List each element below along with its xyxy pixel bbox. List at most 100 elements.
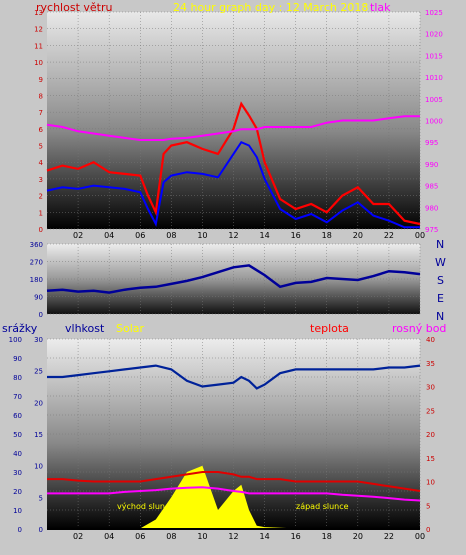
temperature-y-tick: 15 [426,455,435,463]
temperature-axis-label: teplota [310,322,349,335]
solar-axis-label: Solar [116,322,145,335]
compass-e: E [437,292,444,305]
temperature-y-tick: 40 [426,336,435,344]
wind-y-tick: 4 [39,159,44,167]
climate-x-tick: 20 [353,532,363,541]
wind-x-tick: 12 [228,231,238,240]
wind-y-tick: 3 [39,176,43,184]
climate-x-tick: 08 [166,532,176,541]
rain-y-tick: 90 [13,355,22,363]
humidity-y-tick: 25 [34,368,43,376]
rain-y-tick: 100 [9,336,22,344]
wind-x-tick: 00 [415,231,425,240]
pressure-y-tick: 1025 [425,9,443,17]
pressure-y-tick: 1000 [425,118,443,126]
wind-y-tick: 12 [34,26,43,34]
temperature-y-tick: 35 [426,360,435,368]
sunrise-label: východ slunce [117,502,174,511]
wind-y-tick: 5 [39,143,43,151]
temperature-y-tick: 30 [426,384,435,392]
rain-y-tick: 10 [13,507,22,515]
pressure-y-tick: 980 [425,204,438,212]
rain-y-tick: 30 [13,469,22,477]
climate-x-tick: 14 [259,532,269,541]
wind-y-tick: 10 [34,59,43,67]
humidity-y-tick: 15 [34,431,43,439]
wind-y-tick: 7 [39,109,43,117]
humidity-y-tick: 20 [34,399,43,407]
wind-x-tick: 08 [166,231,176,240]
pressure-y-tick: 995 [425,139,438,147]
humidity-series-line [47,364,421,390]
direction-y-tick: 180 [30,276,43,284]
direction-y-tick: 90 [34,294,43,302]
dewpoint-axis-label: rosný bod [392,322,446,335]
pressure-y-tick: 1010 [425,74,443,82]
pressure-y-tick: 985 [425,183,438,191]
wind-y-tick: 13 [34,9,43,17]
climate-x-tick: 18 [322,532,332,541]
temperature-y-tick: 0 [426,526,430,534]
humidity-y-tick: 30 [34,336,43,344]
wind-y-tick: 8 [39,92,43,100]
wind-y-tick: 11 [34,42,43,50]
wind-y-tick: 1 [39,209,43,217]
wind-x-tick: 14 [259,231,269,240]
wind-x-tick: 10 [197,231,207,240]
climate-x-tick: 16 [291,532,301,541]
direction-y-tick: 360 [30,241,43,249]
climate-x-tick: 12 [228,532,238,541]
wind-x-tick: 04 [104,231,114,240]
climate-x-tick: 06 [135,532,145,541]
rain-axis-label: srážky [2,322,38,335]
compass-n-bottom: N [436,310,444,323]
wind-x-tick: 06 [135,231,145,240]
rain-y-tick: 40 [13,450,22,458]
solar-area [47,465,420,529]
rain-y-tick: 80 [13,374,22,382]
humidity-axis-label: vlhkost [65,322,105,335]
temperature-y-tick: 5 [426,502,430,510]
chart-title: 24 hour graph day : 12 March 2018 [173,1,368,14]
humidity-y-tick: 0 [39,526,43,534]
wind-x-tick: 18 [322,231,332,240]
compass-w: W [435,256,446,269]
wind-y-tick: 9 [39,76,43,84]
direction-y-tick: 0 [39,311,43,319]
climate-x-tick: 22 [384,532,394,541]
climate-x-tick: 04 [104,532,114,541]
wind-x-tick: 16 [291,231,301,240]
pressure-y-tick: 1005 [425,96,443,104]
climate-x-tick: 02 [73,532,83,541]
series-line-0 [46,101,421,226]
temperature-y-tick: 10 [426,479,435,487]
direction-y-tick: 270 [30,259,43,267]
series-line-2 [46,115,420,141]
compass-s: S [437,274,444,287]
wind-x-tick: 22 [384,231,394,240]
wind-y-tick: 6 [39,126,44,134]
wind-axis-label: rychlost větru [36,1,112,14]
pressure-y-tick: 990 [425,161,438,169]
pressure-y-tick: 1020 [425,31,443,39]
wind-y-tick: 2 [39,193,43,201]
temperature-series-line [47,471,421,492]
humidity-y-tick: 5 [39,494,43,502]
direction-series-line [46,264,421,294]
compass-n-top: N [436,238,444,251]
climate-x-tick: 00 [415,532,425,541]
rain-y-tick: 20 [13,488,22,496]
wind-x-tick: 20 [353,231,363,240]
pressure-y-tick: 975 [425,226,438,234]
sunset-label: západ slunce [296,502,349,511]
dewpoint-series-line [47,486,421,502]
rain-y-tick: 0 [18,526,22,534]
temperature-y-tick: 20 [426,431,435,439]
climate-x-tick: 10 [197,532,207,541]
temperature-y-tick: 25 [426,407,435,415]
rain-y-tick: 70 [13,393,22,401]
pressure-y-tick: 1015 [425,52,443,60]
series-line-1 [46,140,420,229]
rain-y-tick: 60 [13,412,22,420]
